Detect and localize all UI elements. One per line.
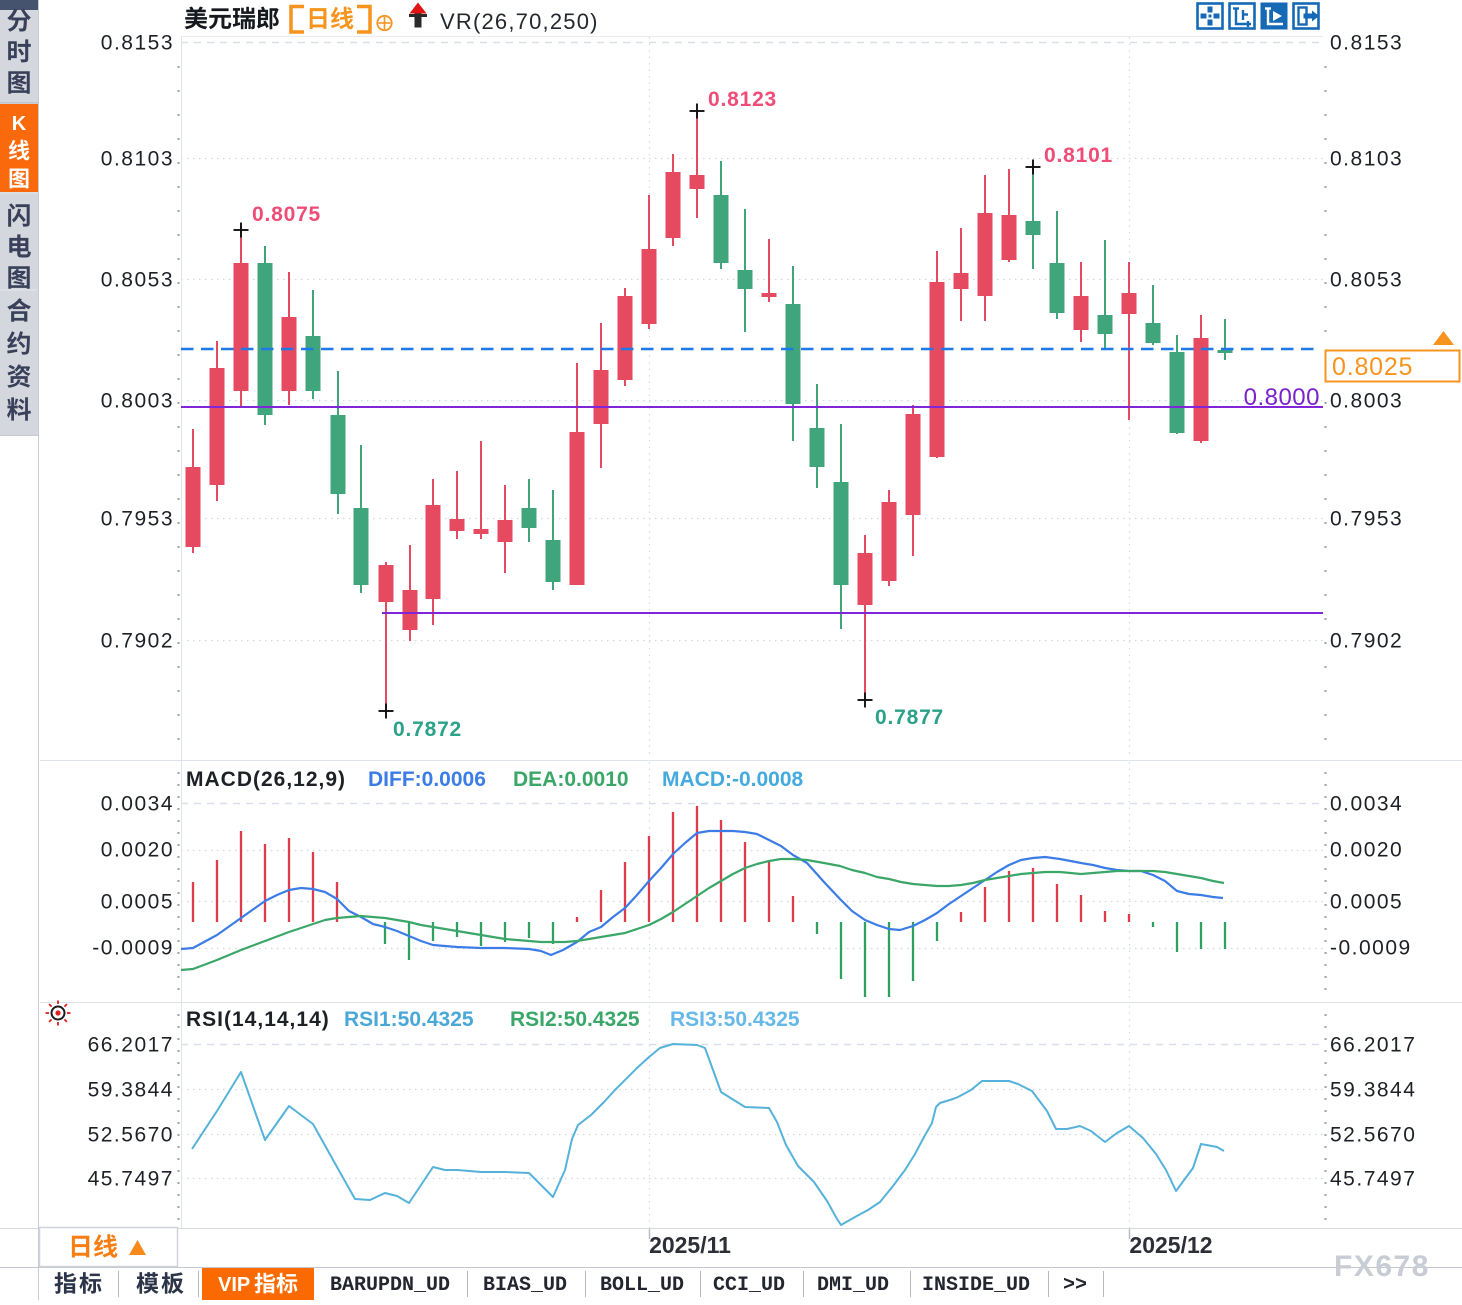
svg-text:DIFF:0.0006: DIFF:0.0006	[368, 768, 486, 791]
svg-text:>>: >>	[1063, 1274, 1087, 1297]
svg-text:0.7872: 0.7872	[393, 718, 462, 741]
svg-text:RSI1:50.4325: RSI1:50.4325	[344, 1008, 474, 1031]
svg-text:0.8101: 0.8101	[1044, 144, 1113, 167]
svg-text:0.0005: 0.0005	[1330, 891, 1403, 914]
svg-text:0.0034: 0.0034	[101, 793, 174, 816]
svg-text:0.8003: 0.8003	[1330, 390, 1403, 413]
svg-text:0.8153: 0.8153	[101, 32, 174, 55]
svg-text:0.8053: 0.8053	[101, 269, 174, 292]
svg-text:CCI_UD: CCI_UD	[713, 1274, 785, 1297]
svg-text:DMI_UD: DMI_UD	[817, 1274, 889, 1297]
svg-text:K: K	[12, 113, 27, 135]
svg-text:2025/11: 2025/11	[649, 1232, 731, 1258]
svg-text:66.2017: 66.2017	[88, 1034, 174, 1057]
svg-text:0.8103: 0.8103	[1330, 148, 1403, 171]
svg-text:BIAS_UD: BIAS_UD	[483, 1274, 567, 1297]
svg-text:0.8053: 0.8053	[1330, 269, 1403, 292]
svg-text:DEA:0.0010: DEA:0.0010	[513, 768, 629, 791]
svg-text:66.2017: 66.2017	[1330, 1034, 1416, 1057]
svg-text:0.7877: 0.7877	[875, 706, 944, 729]
svg-text:0.8003: 0.8003	[101, 390, 174, 413]
svg-text:0.0005: 0.0005	[101, 891, 174, 914]
svg-text:0.0034: 0.0034	[1330, 793, 1403, 816]
svg-text:0.8103: 0.8103	[101, 148, 174, 171]
svg-text:MACD:-0.0008: MACD:-0.0008	[662, 768, 804, 791]
svg-text:59.3844: 59.3844	[1330, 1079, 1416, 1102]
svg-text:0.8153: 0.8153	[1330, 32, 1403, 55]
svg-text:0.7902: 0.7902	[1330, 630, 1403, 653]
svg-text:FX678: FX678	[1334, 1250, 1430, 1283]
svg-text:VR(26,70,250): VR(26,70,250)	[440, 9, 599, 34]
svg-text:VIP: VIP	[218, 1274, 250, 1296]
svg-text:0.0020: 0.0020	[101, 839, 174, 862]
svg-text:0.0020: 0.0020	[1330, 839, 1403, 862]
svg-text:59.3844: 59.3844	[88, 1079, 174, 1102]
svg-text:0.8075: 0.8075	[252, 203, 321, 226]
svg-text:0.8000: 0.8000	[1244, 384, 1320, 411]
svg-text:52.5670: 52.5670	[88, 1124, 174, 1147]
svg-text:0.8025: 0.8025	[1332, 353, 1413, 381]
svg-text:RSI3:50.4325: RSI3:50.4325	[670, 1008, 800, 1031]
svg-text:INSIDE_UD: INSIDE_UD	[922, 1274, 1030, 1297]
svg-text:-0.0009: -0.0009	[92, 937, 174, 960]
svg-text:0.7902: 0.7902	[101, 630, 174, 653]
svg-text:RSI2:50.4325: RSI2:50.4325	[510, 1008, 640, 1031]
svg-text:RSI(14,14,14): RSI(14,14,14)	[186, 1008, 330, 1031]
svg-text:0.8123: 0.8123	[708, 88, 777, 111]
svg-text:0.7953: 0.7953	[1330, 508, 1403, 531]
svg-text:45.7497: 45.7497	[88, 1168, 174, 1191]
svg-text:2025/12: 2025/12	[1129, 1232, 1212, 1258]
svg-text:52.5670: 52.5670	[1330, 1124, 1416, 1147]
svg-text:BARUPDN_UD: BARUPDN_UD	[330, 1274, 450, 1297]
svg-text:MACD(26,12,9): MACD(26,12,9)	[186, 768, 346, 791]
svg-text:45.7497: 45.7497	[1330, 1168, 1416, 1191]
svg-text:BOLL_UD: BOLL_UD	[600, 1274, 684, 1297]
svg-text:-0.0009: -0.0009	[1330, 937, 1412, 960]
svg-text:0.7953: 0.7953	[101, 508, 174, 531]
